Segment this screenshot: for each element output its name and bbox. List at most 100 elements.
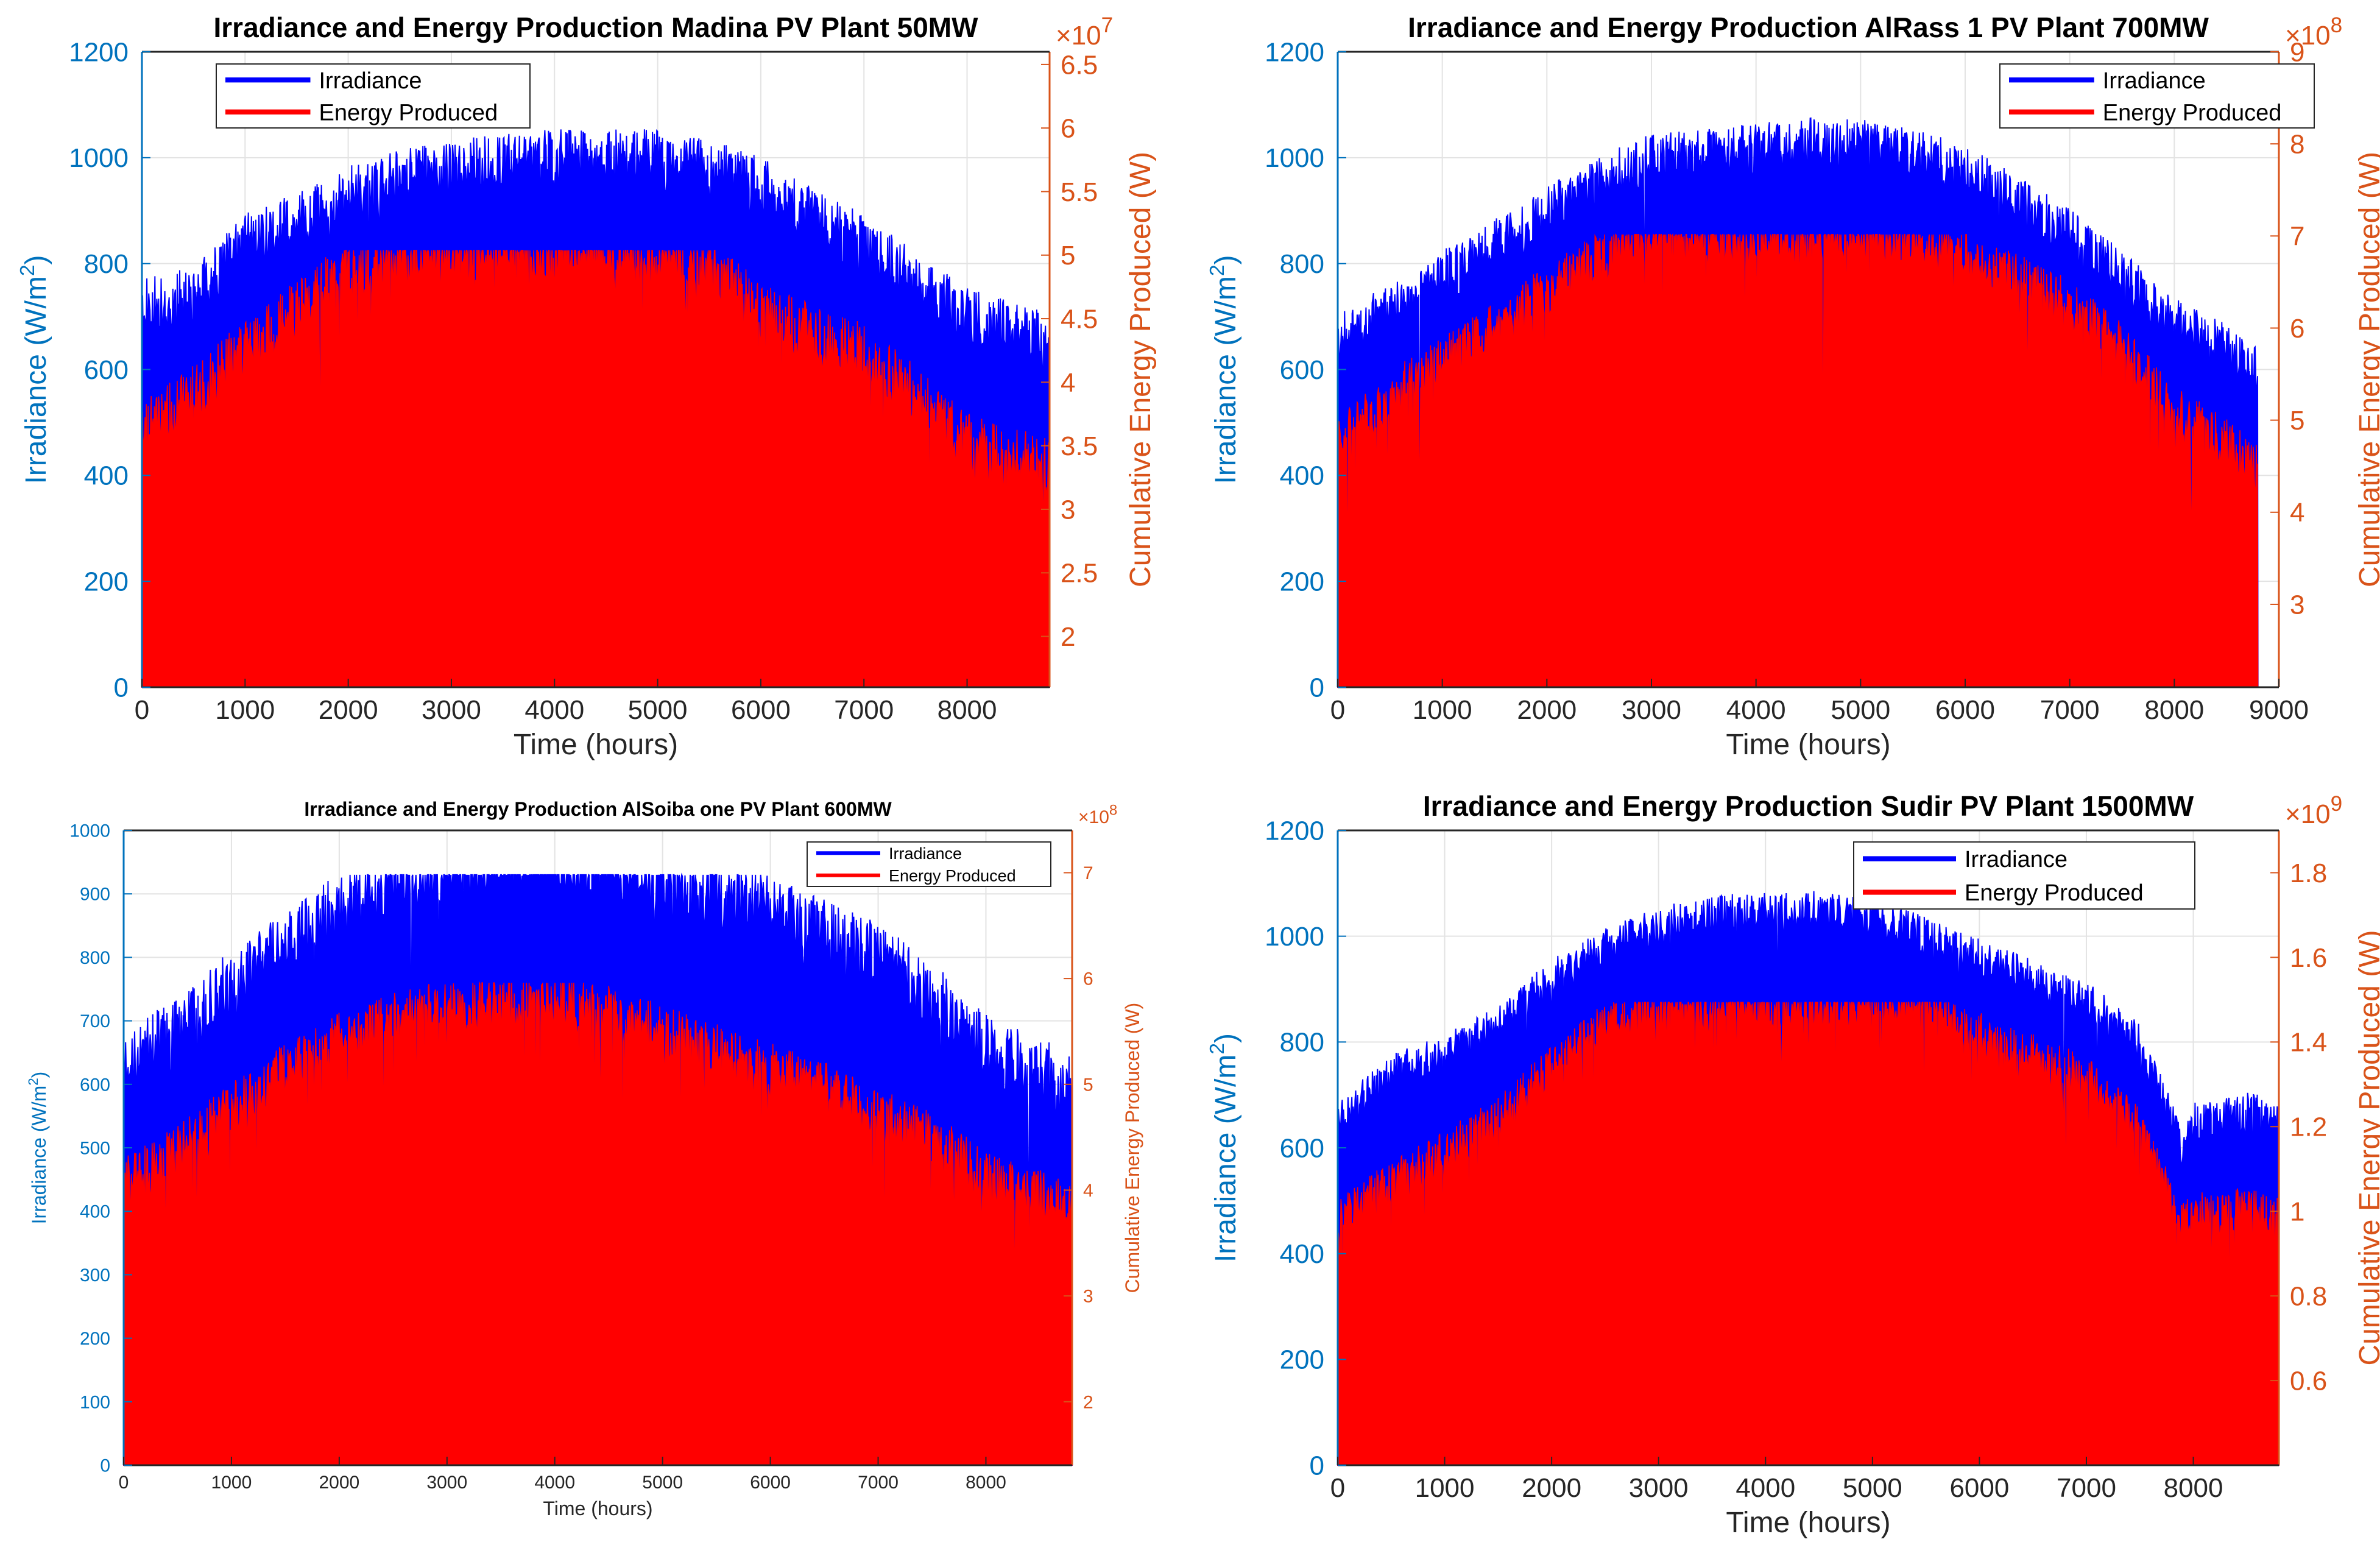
y2-tick-label: 9	[2290, 37, 2304, 67]
x-tick-label: 5000	[1843, 1473, 1902, 1503]
x-tick-label: 2000	[1517, 695, 1577, 725]
chart-panel-madina: 0 1000 2000 3000 4000 5000 6000 7000 8000 0 200 400…	[0, 0, 1190, 774]
y2-tick-label: 3	[1083, 1287, 1093, 1307]
y2-tick-label: 6	[1061, 114, 1075, 144]
legend: Irradiance Energy Produced	[1853, 841, 2195, 910]
x-tick-label: 6000	[1935, 695, 1995, 725]
y2-tick-label: 2.5	[1061, 559, 1098, 589]
y-tick-label: 600	[84, 355, 129, 385]
y2-tick-label: 1.6	[2290, 943, 2327, 973]
y2-exponent-label: ×107	[1056, 13, 1113, 51]
x-tick-label: 8000	[2144, 695, 2204, 725]
y-tick-label: 200	[1280, 567, 1324, 597]
energy-series	[1337, 233, 2259, 688]
legend-label: Irradiance	[2103, 68, 2206, 94]
y2-tick-label: 7	[2290, 222, 2304, 252]
y2-tick-label: 6	[2290, 314, 2304, 344]
chart-panel-sudir: 0 1000 2000 3000 4000 5000 6000 7000 8000 0 200 400…	[1190, 777, 2380, 1553]
legend-label: Energy Produced	[319, 100, 498, 126]
legend-box	[216, 63, 531, 129]
x-tick-label: 3000	[422, 695, 481, 725]
energy-series	[1337, 1000, 2279, 1466]
x-tick-label: 2000	[1522, 1473, 1581, 1503]
y2-tick-label: 3	[2290, 590, 2304, 620]
y-tick-label: 900	[80, 885, 110, 905]
y2-exponent-label: ×108	[1078, 802, 1117, 828]
y2-tick-label: 1.4	[2290, 1028, 2327, 1058]
chart-panel-alrass: 0 1000 2000 3000 4000 5000 6000 7000 8000 9000 0 20…	[1190, 0, 2380, 774]
y-tick-label: 1000	[1265, 143, 1324, 173]
y-tick-label: 800	[1280, 249, 1324, 279]
y2-tick-label: 5.5	[1061, 177, 1098, 207]
chart-madina: 0 1000 2000 3000 4000 5000 6000 7000 8000 0 200 400…	[16, 12, 1157, 761]
y-tick-label: 1200	[69, 37, 129, 67]
x-tick-label: 7000	[834, 695, 894, 725]
x-axis-label: Time (hours)	[1726, 1507, 1890, 1539]
y2-tick-label: 6	[1083, 969, 1093, 989]
y2-tick-label: 6.5	[1061, 50, 1098, 80]
x-tick-label: 6000	[1949, 1473, 2009, 1503]
chart-title: Irradiance and Energy Production AlSoiba…	[304, 798, 892, 820]
x-tick-label: 0	[119, 1473, 129, 1493]
x-tick-label: 5000	[642, 1473, 683, 1493]
chart-title: Irradiance and Energy Production AlRass …	[1408, 12, 2209, 43]
x-tick-label: 6000	[731, 695, 791, 725]
y2-axis-label: Cumulative Energy Produced (W)	[1125, 152, 1157, 587]
y-axis-label: Irradiance (W/m2)	[1206, 255, 1242, 484]
y-tick-label: 0	[100, 1456, 110, 1476]
y-tick-label: 1000	[69, 143, 129, 173]
x-tick-label: 3000	[1622, 695, 1681, 725]
x-tick-label: 3000	[426, 1473, 467, 1493]
y2-tick-label: 7	[1083, 863, 1093, 883]
y-tick-label: 400	[80, 1202, 110, 1222]
y-tick-label: 200	[1280, 1345, 1324, 1375]
y2-tick-label: 1.2	[2290, 1112, 2327, 1142]
x-tick-label: 1000	[1413, 695, 1472, 725]
chart-sudir: 0 1000 2000 3000 4000 5000 6000 7000 8000 0 200 400…	[1206, 790, 2380, 1539]
x-tick-label: 2000	[319, 1473, 359, 1493]
x-tick-label: 0	[1330, 695, 1345, 725]
y2-tick-label: 4	[2290, 498, 2304, 528]
y-tick-label: 0	[1310, 1451, 1324, 1480]
y2-tick-label: 2	[1061, 622, 1075, 652]
x-tick-label: 7000	[2040, 695, 2100, 725]
legend: Irradiance Energy Produced	[807, 841, 1051, 887]
y2-tick-label: 0.8	[2290, 1282, 2327, 1312]
x-tick-label: 1000	[215, 695, 275, 725]
y2-axis-label: Cumulative Energy Produced (W)	[2354, 930, 2380, 1366]
x-tick-label: 8000	[966, 1473, 1006, 1493]
y2-tick-label: 4	[1083, 1181, 1093, 1201]
x-tick-label: 4000	[1726, 695, 1786, 725]
y2-axis-label: Cumulative Energy Produced (W)	[2354, 152, 2380, 587]
chart-title: Irradiance and Energy Production Sudir P…	[1423, 790, 2194, 822]
y-tick-label: 0	[114, 673, 129, 702]
x-tick-label: 4000	[534, 1473, 575, 1493]
x-tick-label: 2000	[319, 695, 378, 725]
legend-label: Irradiance	[1965, 847, 2067, 872]
y-axis-label: Irradiance (W/m2)	[1206, 1033, 1242, 1262]
y-tick-label: 600	[80, 1075, 110, 1095]
y-tick-label: 1000	[1265, 922, 1324, 952]
legend-box	[807, 841, 1051, 887]
x-tick-label: 6000	[750, 1473, 791, 1493]
y-tick-label: 500	[80, 1139, 110, 1159]
y2-tick-label: 5	[1083, 1075, 1093, 1095]
y-tick-label: 1200	[1265, 37, 1324, 67]
y2-tick-label: 1.8	[2290, 858, 2327, 888]
y2-tick-label: 5	[1061, 241, 1075, 271]
y-tick-label: 1000	[69, 821, 110, 841]
x-tick-label: 7000	[2057, 1473, 2116, 1503]
y2-axis-label: Cumulative Energy Produced (W)	[1121, 1003, 1143, 1293]
y2-tick-label: 2	[1083, 1392, 1093, 1412]
chart-title: Irradiance and Energy Production Madina …	[213, 12, 978, 43]
y-tick-label: 400	[1280, 1239, 1324, 1269]
y2-exponent-label: ×108	[2285, 13, 2342, 51]
y2-tick-label: 1	[2290, 1197, 2304, 1227]
legend: Irradiance Energy Produced	[216, 63, 531, 129]
x-tick-label: 5000	[628, 695, 688, 725]
x-tick-label: 0	[135, 695, 149, 725]
x-tick-label: 8000	[938, 695, 997, 725]
x-tick-label: 8000	[2164, 1473, 2223, 1503]
y-tick-label: 600	[1280, 355, 1324, 385]
y-tick-label: 700	[80, 1011, 110, 1031]
